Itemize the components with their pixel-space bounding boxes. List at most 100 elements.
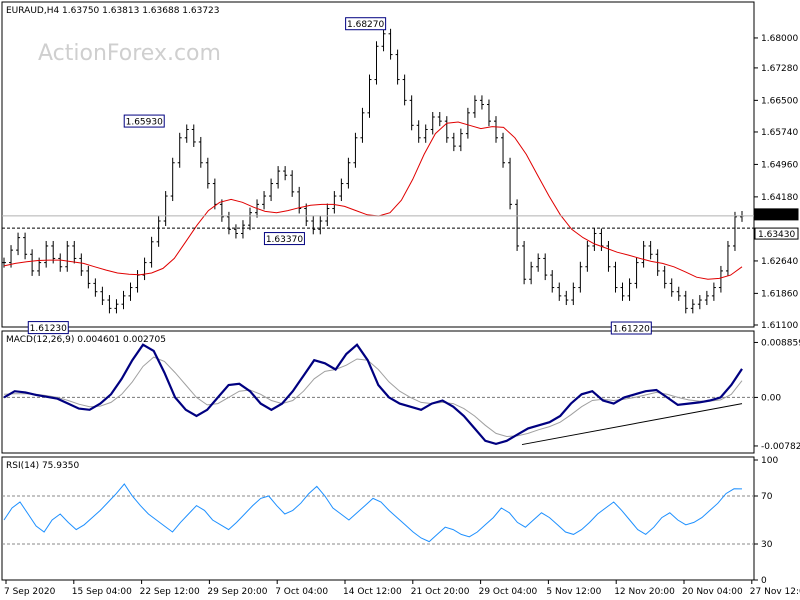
x-tick-1: 15 Sep 04:00 — [72, 587, 132, 597]
macd-y-tick-0: 0.008859 — [761, 338, 800, 348]
candle-50 — [353, 132, 358, 168]
price-y-tick-0: 1.68000 — [761, 34, 798, 44]
x-tick-3: 29 Sep 20:00 — [207, 587, 267, 597]
candle-26 — [184, 124, 189, 143]
candle-75 — [529, 261, 534, 285]
candle-99 — [697, 295, 702, 310]
candle-13 — [93, 278, 98, 297]
candle-11 — [79, 253, 84, 276]
x-tick-9: 12 Nov 20:00 — [614, 587, 675, 597]
candle-74 — [522, 240, 527, 285]
rsi-y-tick-2: 30 — [761, 540, 773, 550]
candle-45 — [318, 216, 323, 235]
rsi-series-group — [2, 483, 754, 545]
candle-53 — [374, 41, 379, 85]
svg-text:1.61220: 1.61220 — [613, 325, 650, 335]
candle-96 — [676, 286, 681, 301]
watermark: ActionForex.com — [38, 41, 221, 66]
price-panel-frame — [1, 1, 755, 328]
candle-103 — [725, 240, 730, 276]
candle-66 — [465, 107, 470, 139]
price-y-tick-1: 1.67280 — [761, 64, 798, 74]
price-y-tick-8: 1.61100 — [761, 321, 798, 331]
candle-86 — [606, 240, 611, 272]
macd-chart-title: MACD(12,26,9) 0.004601 0.002705 — [6, 335, 166, 345]
candle-58 — [409, 95, 414, 131]
svg-text:1.68270: 1.68270 — [347, 20, 384, 30]
candle-80 — [564, 290, 569, 306]
x-tick-8: 5 Nov 12:00 — [546, 587, 601, 597]
x-tick-10: 20 Nov 04:00 — [682, 587, 743, 597]
price-chart-title: EURAUD,H4 1.63750 1.63813 1.63688 1.6372… — [6, 6, 220, 16]
candle-82 — [578, 261, 583, 293]
price-tag-0: 1.63723 — [754, 208, 799, 221]
candle-63 — [444, 116, 449, 143]
x-tick-0: 7 Sep 2020 — [4, 587, 56, 597]
candle-33 — [233, 224, 238, 239]
rsi-panel-frame — [1, 456, 755, 581]
rsi-line — [3, 483, 743, 543]
candle-88 — [620, 282, 625, 301]
macd-trendline — [521, 403, 743, 446]
callout-label-4: 1.61220 — [610, 321, 652, 335]
candle-102 — [718, 265, 723, 293]
candle-60 — [423, 124, 428, 143]
candle-56 — [395, 49, 400, 85]
candle-15 — [107, 295, 112, 314]
price-y-tick-4: 1.64960 — [761, 160, 798, 170]
svg-text:1.61230: 1.61230 — [30, 324, 67, 334]
price-y-tick-5: 1.64180 — [761, 193, 798, 203]
candle-35 — [248, 207, 252, 231]
svg-text:1.65930: 1.65930 — [126, 118, 163, 128]
candle-21 — [149, 236, 154, 268]
svg-text:1.63370: 1.63370 — [266, 235, 303, 245]
axes-group: 1.68000 1.67280 1.66500 1.65740 1.64960 1.641… — [4, 34, 800, 597]
candle-25 — [177, 132, 182, 168]
candle-64 — [451, 132, 456, 152]
candle-79 — [557, 282, 562, 301]
candle-44 — [311, 216, 316, 235]
candle-10 — [72, 240, 77, 264]
macd-series-group — [2, 343, 754, 446]
candle-71 — [501, 132, 506, 168]
candle-49 — [346, 157, 351, 189]
candle-18 — [128, 282, 133, 301]
price-series-group: 1.68270 1.65930 1.63370 1.61230 1.61220 — [2, 17, 754, 335]
candle-48 — [339, 178, 344, 202]
price-tag-1: 1.63430 — [754, 227, 799, 240]
candle-97 — [683, 290, 688, 314]
candle-51 — [360, 107, 365, 143]
macd-y-tick-2: -0.007826 — [761, 442, 800, 452]
candle-9 — [65, 240, 70, 272]
price-y-tick-6: 1.62640 — [761, 257, 798, 267]
x-tick-4: 7 Oct 04:00 — [275, 587, 328, 597]
candle-16 — [114, 299, 119, 314]
candle-68 — [479, 95, 484, 110]
candle-85 — [599, 228, 604, 251]
candle-54 — [381, 28, 386, 52]
candle-41 — [290, 170, 295, 197]
candle-57 — [402, 74, 407, 106]
candle-81 — [571, 282, 576, 306]
rsi-y-tick-3: 0 — [761, 576, 767, 586]
x-tick-11: 27 Nov 12:00 — [750, 587, 800, 597]
candle-39 — [276, 166, 281, 189]
price-y-tick-3: 1.65740 — [761, 128, 798, 138]
candle-12 — [86, 265, 91, 289]
candle-29 — [205, 157, 210, 189]
candle-62 — [437, 112, 442, 127]
candle-73 — [515, 199, 520, 251]
candle-95 — [669, 278, 674, 297]
candle-69 — [486, 99, 491, 127]
candle-78 — [550, 270, 555, 293]
candle-77 — [543, 253, 548, 281]
candle-46 — [325, 203, 330, 226]
candle-20 — [142, 257, 147, 281]
rsi-y-tick-1: 70 — [761, 492, 773, 502]
candle-1 — [9, 245, 14, 268]
x-tick-5: 14 Oct 12:00 — [343, 587, 402, 597]
candle-40 — [283, 166, 288, 181]
candle-38 — [269, 178, 274, 202]
callout-label-2: 1.63370 — [263, 232, 305, 246]
